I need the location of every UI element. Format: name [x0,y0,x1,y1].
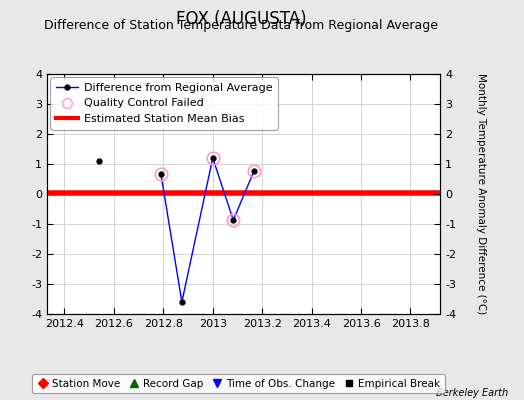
Text: Difference of Station Temperature Data from Regional Average: Difference of Station Temperature Data f… [44,19,438,32]
Y-axis label: Monthly Temperature Anomaly Difference (°C): Monthly Temperature Anomaly Difference (… [476,73,486,315]
Text: FOX (AUGUSTA): FOX (AUGUSTA) [176,10,307,28]
Legend: Difference from Regional Average, Quality Control Failed, Estimated Station Mean: Difference from Regional Average, Qualit… [50,77,278,130]
Legend: Station Move, Record Gap, Time of Obs. Change, Empirical Break: Station Move, Record Gap, Time of Obs. C… [32,374,445,393]
Text: Berkeley Earth: Berkeley Earth [436,388,508,398]
